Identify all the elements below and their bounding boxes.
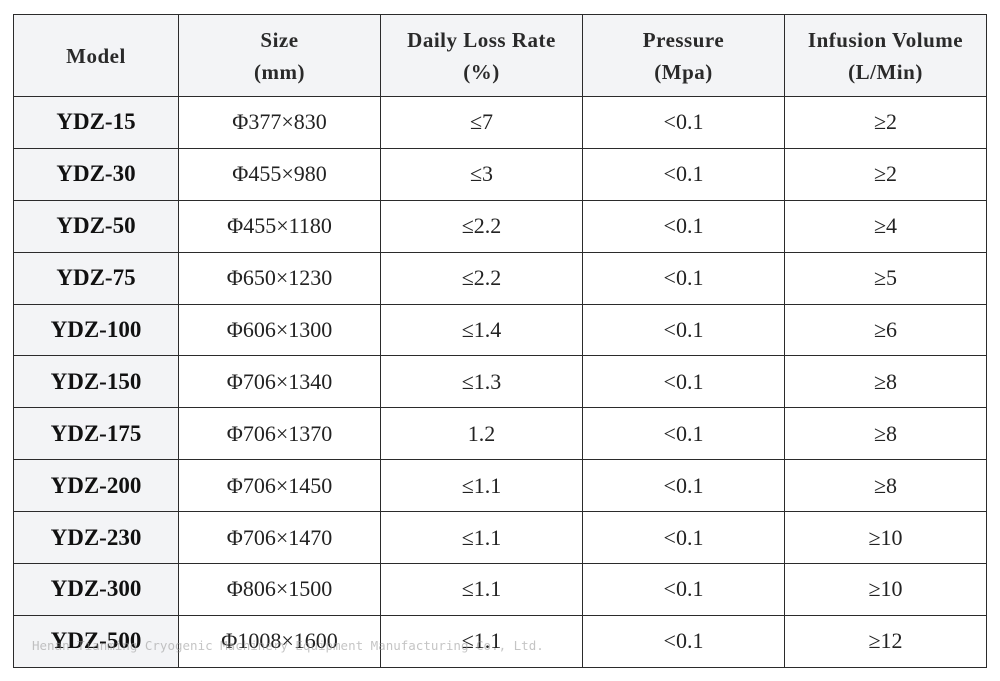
pressure-cell: <0.1 [582,96,785,149]
header-pressure-label: Pressure [642,27,725,52]
spec-table: Model Size (mm) Daily Loss Rate (%) Pres… [13,14,987,668]
header-size: Size (mm) [178,14,381,97]
table-row: YDZ-200 Φ706×1450 ≤1.1 <0.1 ≥8 [13,459,987,513]
header-infusion-volume-unit: (L/Min) [848,59,923,84]
model-cell: YDZ-500 [13,614,179,668]
size-cell: Φ455×980 [178,147,381,201]
pressure-cell: <0.1 [582,199,785,253]
infusion-volume-cell: ≥10 [784,511,987,565]
table-row: YDZ-230 Φ706×1470 ≤1.1 <0.1 ≥10 [13,511,987,565]
size-cell: Φ806×1500 [178,563,381,616]
header-infusion-volume-label: Infusion Volume [807,27,964,52]
infusion-volume-cell: ≥8 [784,407,987,461]
daily-loss-rate-cell: ≤1.4 [380,303,583,357]
header-pressure-unit: (Mpa) [654,59,713,84]
table-row: YDZ-100 Φ606×1300 ≤1.4 <0.1 ≥6 [13,303,987,357]
header-daily-loss-rate: Daily Loss Rate (%) [380,14,583,97]
header-model-label: Model [66,43,126,68]
table-row: YDZ-75 Φ650×1230 ≤2.2 <0.1 ≥5 [13,251,987,305]
pressure-cell: <0.1 [582,355,785,409]
header-infusion-volume: Infusion Volume (L/Min) [784,14,987,97]
size-cell: Φ377×830 [178,96,381,149]
pressure-cell: <0.1 [582,303,785,357]
infusion-volume-cell: ≥10 [784,563,987,616]
infusion-volume-cell: ≥5 [784,251,987,305]
header-size-label: Size [260,27,299,52]
model-cell: YDZ-100 [13,303,179,357]
table-row: YDZ-50 Φ455×1180 ≤2.2 <0.1 ≥4 [13,199,987,253]
header-size-unit: (mm) [254,59,305,84]
pressure-cell: <0.1 [582,511,785,565]
pressure-cell: <0.1 [582,563,785,616]
table-row: YDZ-30 Φ455×980 ≤3 <0.1 ≥2 [13,147,987,201]
size-cell: Φ706×1450 [178,459,381,513]
daily-loss-rate-cell: ≤1.1 [380,614,583,668]
pressure-cell: <0.1 [582,147,785,201]
model-cell: YDZ-230 [13,511,179,565]
table-row: YDZ-150 Φ706×1340 ≤1.3 <0.1 ≥8 [13,355,987,409]
table-row: YDZ-175 Φ706×1370 1.2 <0.1 ≥8 [13,407,987,461]
table-row: YDZ-300 Φ806×1500 ≤1.1 <0.1 ≥10 [13,563,987,616]
size-cell: Φ455×1180 [178,199,381,253]
infusion-volume-cell: ≥12 [784,614,987,668]
daily-loss-rate-cell: ≤2.2 [380,251,583,305]
table-header: Model Size (mm) Daily Loss Rate (%) Pres… [13,14,987,97]
table-row: YDZ-500 Φ1008×1600 ≤1.1 <0.1 ≥12 [13,614,987,668]
size-cell: Φ650×1230 [178,251,381,305]
size-cell: Φ706×1340 [178,355,381,409]
table-row: YDZ-15 Φ377×830 ≤7 <0.1 ≥2 [13,96,987,149]
model-cell: YDZ-30 [13,147,179,201]
header-model: Model [13,14,179,97]
header-daily-loss-rate-label: Daily Loss Rate [407,27,556,52]
daily-loss-rate-cell: ≤7 [380,96,583,149]
model-cell: YDZ-50 [13,199,179,253]
daily-loss-rate-cell: ≤2.2 [380,199,583,253]
infusion-volume-cell: ≥4 [784,199,987,253]
daily-loss-rate-cell: ≤1.3 [380,355,583,409]
model-cell: YDZ-200 [13,459,179,513]
infusion-volume-cell: ≥8 [784,355,987,409]
pressure-cell: <0.1 [582,614,785,668]
pressure-cell: <0.1 [582,459,785,513]
model-cell: YDZ-175 [13,407,179,461]
model-cell: YDZ-15 [13,96,179,149]
header-pressure: Pressure (Mpa) [582,14,785,97]
table-body: YDZ-15 Φ377×830 ≤7 <0.1 ≥2 YDZ-30 Φ455×9… [13,96,987,668]
infusion-volume-cell: ≥6 [784,303,987,357]
daily-loss-rate-cell: ≤1.1 [380,459,583,513]
daily-loss-rate-cell: ≤3 [380,147,583,201]
daily-loss-rate-cell: ≤1.1 [380,563,583,616]
size-cell: Φ706×1370 [178,407,381,461]
size-cell: Φ606×1300 [178,303,381,357]
daily-loss-rate-cell: ≤1.1 [380,511,583,565]
infusion-volume-cell: ≥2 [784,96,987,149]
model-cell: YDZ-150 [13,355,179,409]
size-cell: Φ1008×1600 [178,614,381,668]
infusion-volume-cell: ≥2 [784,147,987,201]
infusion-volume-cell: ≥8 [784,459,987,513]
model-cell: YDZ-300 [13,563,179,616]
header-daily-loss-rate-unit: (%) [463,59,500,84]
model-cell: YDZ-75 [13,251,179,305]
daily-loss-rate-cell: 1.2 [380,407,583,461]
pressure-cell: <0.1 [582,407,785,461]
pressure-cell: <0.1 [582,251,785,305]
size-cell: Φ706×1470 [178,511,381,565]
header-row: Model Size (mm) Daily Loss Rate (%) Pres… [13,14,987,97]
